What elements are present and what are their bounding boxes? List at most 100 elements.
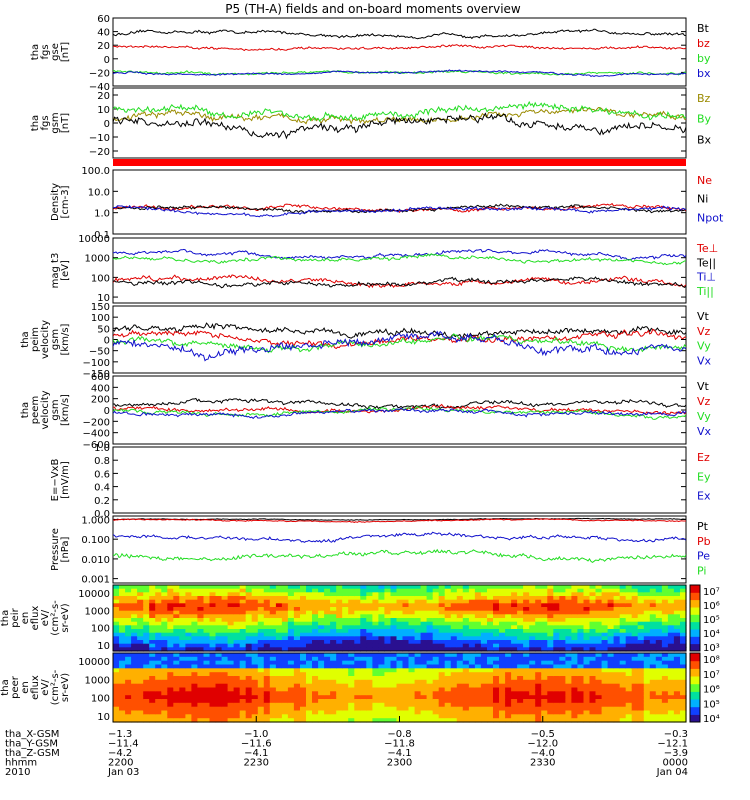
colorbar-tick-label: 10⁷ <box>703 587 720 598</box>
legend-ti: Ti|| <box>696 285 714 298</box>
y-tick-label: 0.8 <box>94 456 110 467</box>
y-axis-label: eflux <box>30 606 41 631</box>
series-line-pt <box>113 517 686 521</box>
y-tick-label: 0.010 <box>81 555 110 566</box>
y-tick-label: 100.0 <box>81 166 110 177</box>
x-row-label: tha_Z-GSM <box>5 748 60 759</box>
y-axis-label: [nPa] <box>60 536 71 562</box>
y-axis-label: gse <box>50 43 61 61</box>
y-tick-label: 0 <box>104 406 110 417</box>
legend-npot: Npot <box>697 211 724 224</box>
y-tick-label: 0 <box>104 336 110 347</box>
series-line-bx <box>113 112 686 140</box>
x-tick-label: −11.6 <box>241 739 272 750</box>
y-tick-label: 0.2 <box>94 496 110 507</box>
y-axis-label: Density <box>50 183 61 221</box>
legend-pt: Pt <box>697 520 709 533</box>
y-axis-label: [km/s] <box>60 394 71 426</box>
panel-electric-field: E=−VxB [mV/m] 1.0 0.8 0.6 0.4 0.2 0.0 Ez Ey Ex <box>50 443 711 520</box>
y-tick-label: 100 <box>91 694 110 705</box>
legend-pi: Pi <box>697 564 706 577</box>
series-line-npot <box>113 204 686 218</box>
y-tick-label: 10 <box>97 293 110 304</box>
legend-vx: Vx <box>697 425 712 438</box>
plot-title: P5 (TH-A) fields and on-board moments ov… <box>225 2 521 16</box>
y-axis-label: [km/s] <box>60 323 71 355</box>
x-tick-label: −12.0 <box>527 739 558 750</box>
legend-bx: bx <box>697 67 711 80</box>
x-row-label: 2010 <box>5 767 30 778</box>
legend-te: Te⊥ <box>696 242 718 255</box>
x-tick-label: −1.0 <box>244 729 268 740</box>
series-line-bx <box>113 69 686 77</box>
y-tick-label: 10 <box>97 712 110 723</box>
y-axis-label: gsm <box>50 329 61 350</box>
y-axis-label: (cm²-s- <box>50 669 61 705</box>
x-tick-label: −1.3 <box>108 729 132 740</box>
series-line-ti <box>113 253 686 266</box>
legend-ti: Ti⊥ <box>696 271 716 284</box>
y-tick-label: −20 <box>89 68 110 79</box>
y-tick-label: 1.000 <box>81 515 110 526</box>
x-tick-label: −0.5 <box>531 729 555 740</box>
legend-ne: Ne <box>697 174 712 187</box>
y-axis-label: velocity <box>40 390 51 429</box>
spectrogram-cells <box>113 653 687 723</box>
series-line-bt <box>113 28 686 40</box>
colorbar-tick-label: 10⁸ <box>703 655 720 666</box>
y-tick-label: 60 <box>97 14 110 25</box>
y-tick-label: 0.001 <box>81 575 110 586</box>
legend-vy: Vy <box>697 340 711 353</box>
legend-vx: Vx <box>697 354 712 367</box>
y-tick-label: −150 <box>83 369 110 380</box>
y-axis-label: en <box>20 612 31 625</box>
series-line-ti <box>113 248 686 261</box>
panel-frame <box>112 237 687 304</box>
x-tick-label: −4.1 <box>244 748 268 759</box>
quality-flag-bar <box>113 159 686 166</box>
x-tick-label: 2230 <box>244 758 269 769</box>
y-tick-label: 10000 <box>78 234 110 245</box>
y-tick-label: 50 <box>97 324 110 335</box>
panel-peem-velocity: tha peem velocity gsm [km/s] 6004002000−200−4… <box>20 372 712 451</box>
series-line-vx <box>113 330 686 362</box>
panel-fgs-gsm: tha fgs gsm [nT] 20 10 0 −10 −20 Bz By Bx <box>30 87 712 159</box>
y-tick-label: 0.1 <box>94 230 110 241</box>
panel-peir-spectrogram: tha peir en eflux eV/(cm²-s-sr-eV) 10000 1000 1… <box>0 584 720 654</box>
y-axis-label: en <box>20 681 31 694</box>
y-axis-label: tha <box>20 402 31 418</box>
x-tick-label: −4.1 <box>387 748 411 759</box>
colorbar: 10⁷ 10⁶ 10⁵ 10⁴ 10³ <box>689 584 720 654</box>
panel-frame <box>112 515 687 584</box>
series-line-pb <box>113 518 686 523</box>
series-line-vz <box>113 328 686 350</box>
x-tick-label: −4.0 <box>531 748 555 759</box>
y-tick-label: 10000 <box>78 589 110 600</box>
y-tick-label: −40 <box>89 82 110 93</box>
legend-ni: Ni <box>697 193 708 206</box>
series-line-pi <box>113 548 686 564</box>
y-tick-label: −600 <box>83 440 110 451</box>
y-axis-label: tha <box>20 331 31 347</box>
y-tick-label: 10 <box>97 105 110 116</box>
x-tick-label: −0.8 <box>387 729 411 740</box>
y-axis-label: [nT] <box>60 42 71 62</box>
y-tick-label: 0.100 <box>81 535 110 546</box>
y-axis-label: eV/ <box>40 679 51 696</box>
legend-vt: Vt <box>697 380 710 393</box>
y-tick-label: −50 <box>89 347 110 358</box>
legend-vt: Vt <box>697 310 710 323</box>
y-axis-label: peem <box>30 396 41 424</box>
legend-vz: Vz <box>697 395 711 408</box>
series-line-pe <box>113 531 686 543</box>
x-tick-label: Jan 04 <box>656 767 688 778</box>
y-axis-label: sr-eV) <box>60 603 71 632</box>
x-row-label: hhmm <box>5 758 37 769</box>
y-tick-label: 1000 <box>85 675 110 686</box>
colorbar-tick-label: 10⁶ <box>703 601 720 612</box>
legend-vz: Vz <box>697 325 711 338</box>
colorbar-tick-label: 10⁴ <box>703 714 720 725</box>
x-tick-label: −11.4 <box>108 739 139 750</box>
panel-peim-velocity: tha peim velocity gsm [km/s] 150100500−50−100… <box>20 302 712 380</box>
y-tick-label: 200 <box>91 395 110 406</box>
